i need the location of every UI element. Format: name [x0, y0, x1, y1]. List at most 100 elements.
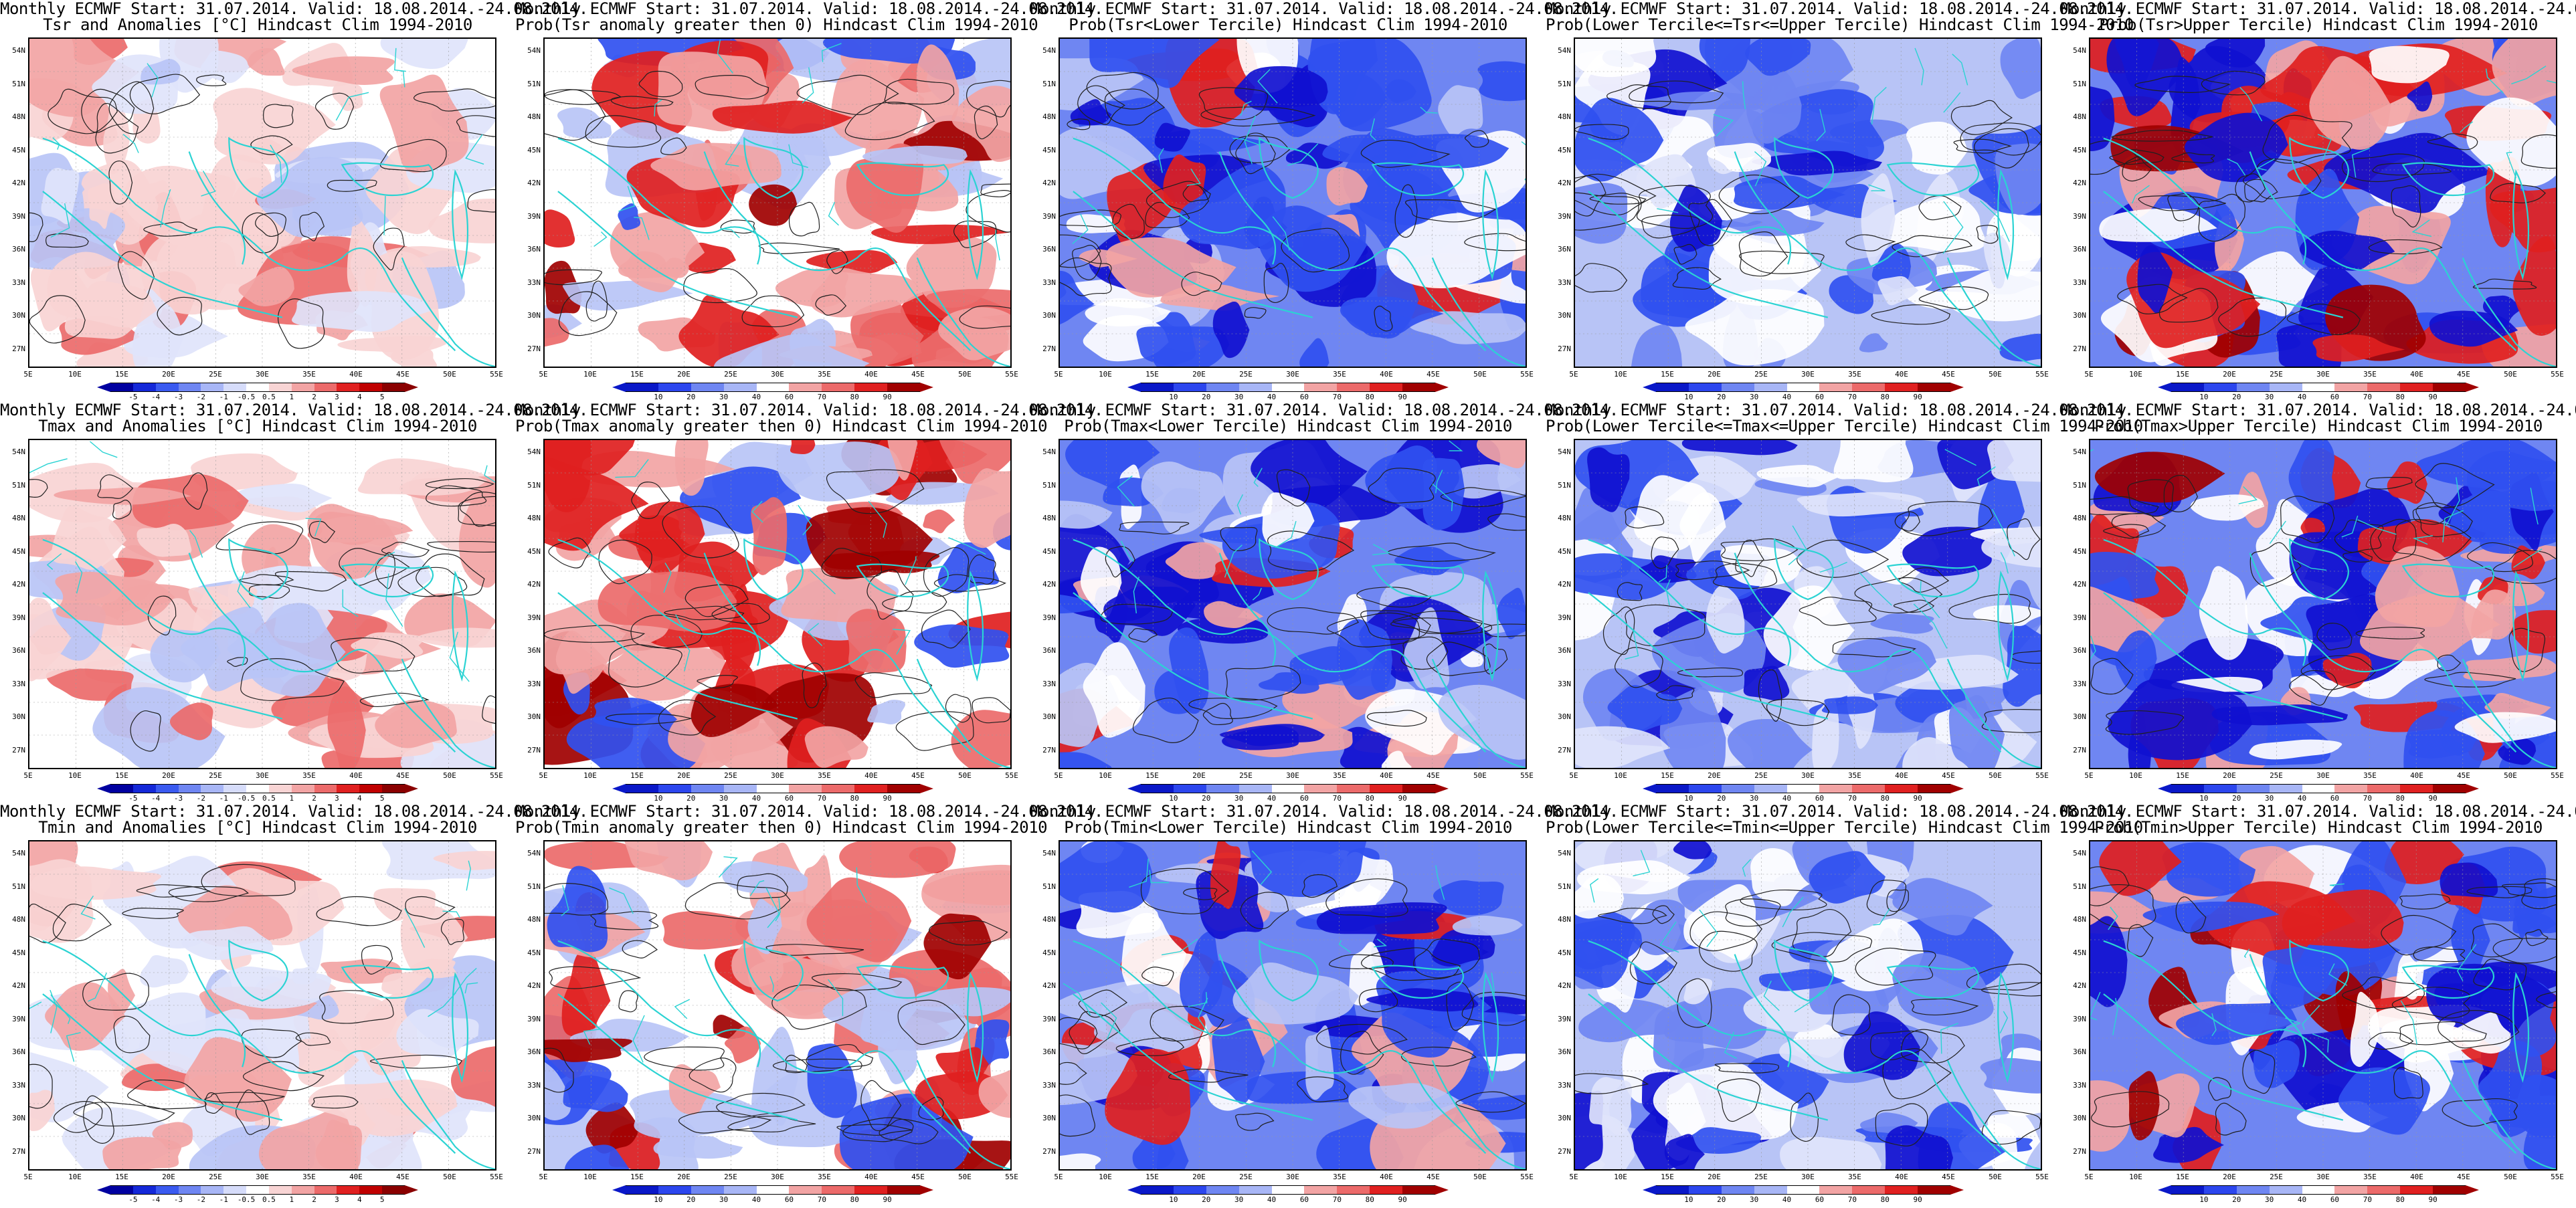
colorbar-segment: [1402, 784, 1436, 793]
latitude-label: 42N: [527, 179, 541, 187]
latitude-label: 42N: [12, 179, 25, 187]
latitude-label: 36N: [1042, 245, 1056, 254]
latitude-label: 51N: [2073, 79, 2086, 88]
colorbar-segment: [1141, 383, 1174, 392]
latitude-label: 36N: [1558, 245, 1571, 254]
latitude-label: 45N: [1558, 948, 1571, 957]
colorbar: 10 20 30 40 60 70 80 90: [1643, 383, 1964, 405]
colorbar: -5 -4 -3 -2 -1 -0.5 0.5 1 2 3 4 5: [97, 383, 418, 405]
colorbar-segment: [887, 784, 921, 793]
colorbar-segment: [314, 1185, 337, 1195]
colorbar-segment: [2236, 784, 2270, 793]
colorbar-tick-label: 80: [1880, 794, 1890, 803]
map-panel: Monthly ECMWF Start: 31.07.2014. Valid: …: [1546, 401, 2143, 803]
colorbar-tick-label: -2: [196, 393, 205, 401]
longitude-label: 35E: [1848, 1173, 1861, 1181]
latitude-label: 54N: [527, 46, 541, 55]
longitude-label: 10E: [1099, 771, 1112, 780]
map-panel: Monthly ECMWF Start: 31.07.2014. Valid: …: [2061, 401, 2576, 803]
latitude-label: 51N: [1558, 882, 1571, 891]
colorbar-segment: [1819, 1185, 1853, 1195]
colorbar: 10 20 30 40 60 70 80 90: [2158, 383, 2479, 405]
longitude-label: 50E: [1473, 1173, 1487, 1181]
latitude-label: 36N: [1042, 646, 1056, 655]
latitude-label: 39N: [12, 1014, 25, 1023]
longitude-label: 25E: [1239, 370, 1253, 379]
colorbar-segment: [1721, 1185, 1755, 1195]
colorbar-segment: [246, 1185, 270, 1195]
longitude-label: 30E: [2316, 1173, 2330, 1181]
longitude-label: 50E: [1473, 771, 1487, 780]
latitude-label: 33N: [2073, 1080, 2086, 1090]
latitude-label: 39N: [527, 1014, 541, 1023]
colorbar-segment: [1141, 784, 1174, 793]
colorbar-segment: [1337, 1185, 1370, 1195]
latitude-label: 54N: [527, 849, 541, 858]
colorbar-tick-label: 1: [289, 1195, 294, 1204]
colorbar-tick-label: 10: [1684, 393, 1693, 401]
colorbar-segment: [691, 1185, 725, 1195]
colorbar-segment: [382, 784, 405, 793]
colorbar-tick-label: 20: [2232, 794, 2241, 803]
longitude-label: 50E: [958, 771, 972, 780]
colorbar-left-arrow: [2158, 383, 2171, 392]
longitude-label: 10E: [1099, 1173, 1112, 1181]
colorbar-segment: [2269, 383, 2303, 392]
latitude-label: 39N: [2073, 211, 2086, 221]
colorbar-segment: [1271, 784, 1305, 793]
latitude-label: 54N: [2073, 447, 2086, 456]
longitude-label: 15E: [115, 771, 128, 780]
colorbar-segment: [223, 784, 247, 793]
longitude-label: 40E: [1380, 370, 1393, 379]
colorbar-segment: [1885, 1185, 1918, 1195]
colorbar-segment: [1304, 784, 1338, 793]
latitude-label: 48N: [527, 915, 541, 924]
forecast-map: [28, 439, 496, 769]
latitude-label: 27N: [2073, 745, 2086, 754]
colorbar-tick-label: 10: [2199, 1195, 2209, 1204]
colorbar: 10 20 30 40 60 70 80 90: [1643, 784, 1964, 807]
colorbar-segment: [1238, 383, 1273, 392]
latitude-label: 30N: [1558, 311, 1571, 320]
colorbar-tick-label: 70: [2363, 393, 2372, 401]
panel-title-line2: Prob(Tmin anomaly greater then 0) Hindca…: [515, 818, 1048, 837]
longitude-label: 5E: [1054, 771, 1063, 780]
colorbar-tick-label: 3: [335, 393, 339, 401]
colorbar-tick-label: 70: [817, 794, 826, 803]
colorbar-segment: [1370, 383, 1403, 392]
colorbar-tick-label: 3: [335, 794, 339, 803]
colorbar-tick-label: 40: [1782, 1195, 1792, 1204]
longitude-label: 10E: [1614, 1173, 1627, 1181]
longitude-label: 55E: [1520, 1173, 1534, 1181]
colorbar-tick-label: 70: [2363, 794, 2372, 803]
colorbar-tick-label: 30: [1750, 1195, 1759, 1204]
colorbar-left-arrow: [1643, 1185, 1656, 1195]
latitude-label: 36N: [2073, 1047, 2086, 1056]
colorbar-tick-label: 60: [784, 794, 794, 803]
latitude-label: 51N: [12, 480, 25, 490]
latitude-label: 45N: [527, 145, 541, 155]
colorbar-segment: [854, 1185, 888, 1195]
colorbar-tick-label: 70: [1847, 794, 1857, 803]
colorbar-segment: [1337, 784, 1370, 793]
colorbar-tick-label: 3: [335, 1195, 339, 1204]
longitude-label: 45E: [2457, 771, 2470, 780]
longitude-label: 40E: [2410, 1173, 2423, 1181]
colorbar-right-arrow: [1950, 784, 1964, 793]
longitude-label: 15E: [1661, 370, 1674, 379]
longitude-label: 55E: [490, 1173, 503, 1181]
colorbar-tick-label: 10: [1684, 794, 1693, 803]
longitude-label: 15E: [1145, 771, 1159, 780]
longitude-label: 5E: [539, 1173, 548, 1181]
forecast-map: [543, 439, 1012, 769]
colorbar-tick-label: 70: [817, 393, 826, 401]
colorbar-tick-label: 10: [1169, 393, 1178, 401]
map-panel: Monthly ECMWF Start: 31.07.2014. Valid: …: [1546, 0, 2134, 401]
colorbar-tick-label: 5: [379, 393, 385, 401]
latitude-label: 51N: [527, 882, 541, 891]
panel-title-line1: Monthly ECMWF Start: 31.07.2014. Valid: …: [1030, 0, 1619, 18]
longitude-label: 20E: [2223, 1173, 2236, 1181]
latitude-label: 48N: [12, 112, 25, 121]
latitude-label: 45N: [12, 145, 25, 155]
colorbar: 10 20 30 40 60 70 80 90: [1127, 383, 1449, 405]
